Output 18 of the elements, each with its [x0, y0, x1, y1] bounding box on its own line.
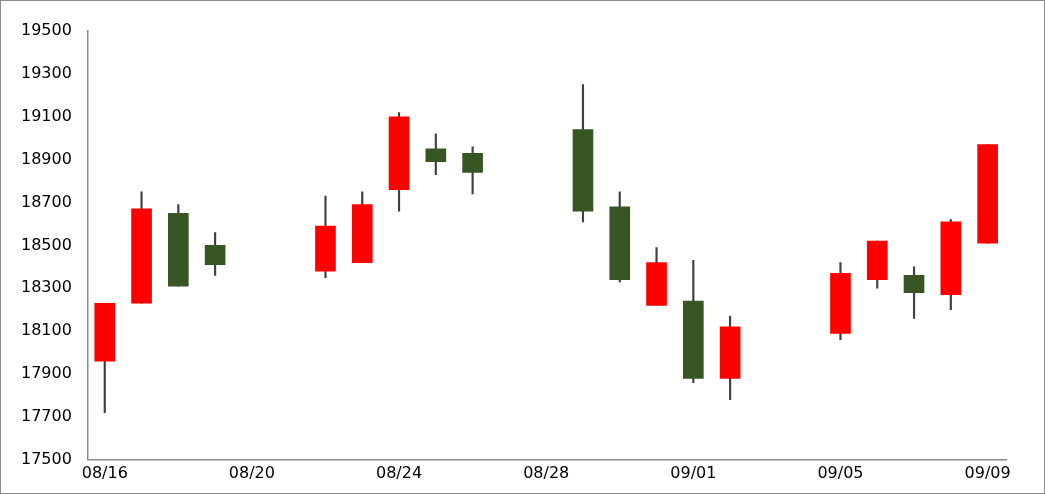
x-tick-label: 08/16 — [81, 462, 128, 482]
y-tick-label: 18500 — [20, 234, 72, 254]
y-tick-label: 17900 — [20, 363, 72, 383]
y-tick-label: 19300 — [20, 63, 72, 83]
y-tick-label: 18900 — [20, 148, 72, 168]
x-tick-label: 08/20 — [228, 462, 275, 482]
y-tick-label: 18300 — [20, 277, 72, 297]
y-tick-label: 18700 — [20, 191, 72, 211]
x-tick-label: 09/05 — [817, 462, 864, 482]
x-tick-label: 09/01 — [670, 462, 717, 482]
y-tick-label: 18100 — [20, 320, 72, 340]
x-tick-label: 09/09 — [964, 462, 1011, 482]
y-tick-label: 17700 — [20, 406, 72, 426]
x-tick-label: 08/28 — [523, 462, 570, 482]
x-tick-label: 08/24 — [375, 462, 423, 482]
y-tick-label: 19100 — [20, 105, 72, 125]
y-tick-label: 17500 — [20, 448, 72, 468]
y-tick-label: 19500 — [20, 20, 72, 40]
